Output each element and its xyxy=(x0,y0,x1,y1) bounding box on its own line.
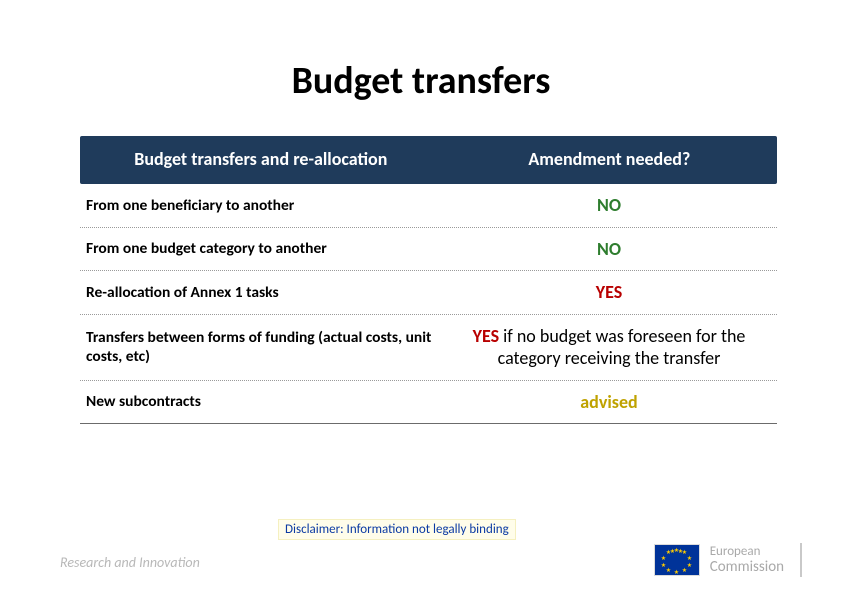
footer-right: ★ ★ ★ ★ ★ ★ ★ ★ ★ ★ ★ ★ European Commiss… xyxy=(654,543,802,577)
footer-divider xyxy=(800,543,802,577)
ec-logo-text: European Commission xyxy=(710,545,784,576)
budget-transfers-table: Budget transfers and re-allocation Amend… xyxy=(80,136,777,424)
row-answer: advised xyxy=(447,391,771,414)
table-row: Transfers between forms of funding (actu… xyxy=(80,315,777,381)
table-header-right: Amendment needed? xyxy=(442,136,777,184)
table-row: From one beneficiary to another NO xyxy=(80,184,777,228)
disclaimer-text: Disclaimer: Information not legally bind… xyxy=(278,519,516,540)
slide-title: Budget transfers xyxy=(0,58,842,104)
row-label: Transfers between forms of funding (actu… xyxy=(86,328,447,367)
table-row: New subcontracts advised xyxy=(80,381,777,425)
row-answer: NO xyxy=(447,194,771,217)
row-label: From one budget category to another xyxy=(86,239,447,258)
row-answer: YES xyxy=(447,281,771,304)
table-row: Re-allocation of Annex 1 tasks YES xyxy=(80,271,777,315)
footer-left-text: Research and Innovation xyxy=(60,554,200,571)
ec-line2: Commission xyxy=(710,559,784,576)
row-label: New subcontracts xyxy=(86,392,447,411)
row-answer: NO xyxy=(447,238,771,261)
slide: Budget transfers Budget transfers and re… xyxy=(0,0,842,595)
table-row: From one budget category to another NO xyxy=(80,228,777,272)
row-label: From one beneficiary to another xyxy=(86,196,447,215)
table-header-row: Budget transfers and re-allocation Amend… xyxy=(80,136,777,184)
row-answer-prefix: YES xyxy=(473,325,499,347)
eu-flag-icon: ★ ★ ★ ★ ★ ★ ★ ★ ★ ★ ★ ★ xyxy=(654,544,700,576)
row-answer: YES if no budget was foreseen for the ca… xyxy=(447,325,771,370)
ec-line1: European xyxy=(710,545,784,559)
row-label: Re-allocation of Annex 1 tasks xyxy=(86,283,447,302)
row-answer-cont: if no budget was foreseen for the catego… xyxy=(498,325,746,370)
table-header-left: Budget transfers and re-allocation xyxy=(80,136,442,184)
